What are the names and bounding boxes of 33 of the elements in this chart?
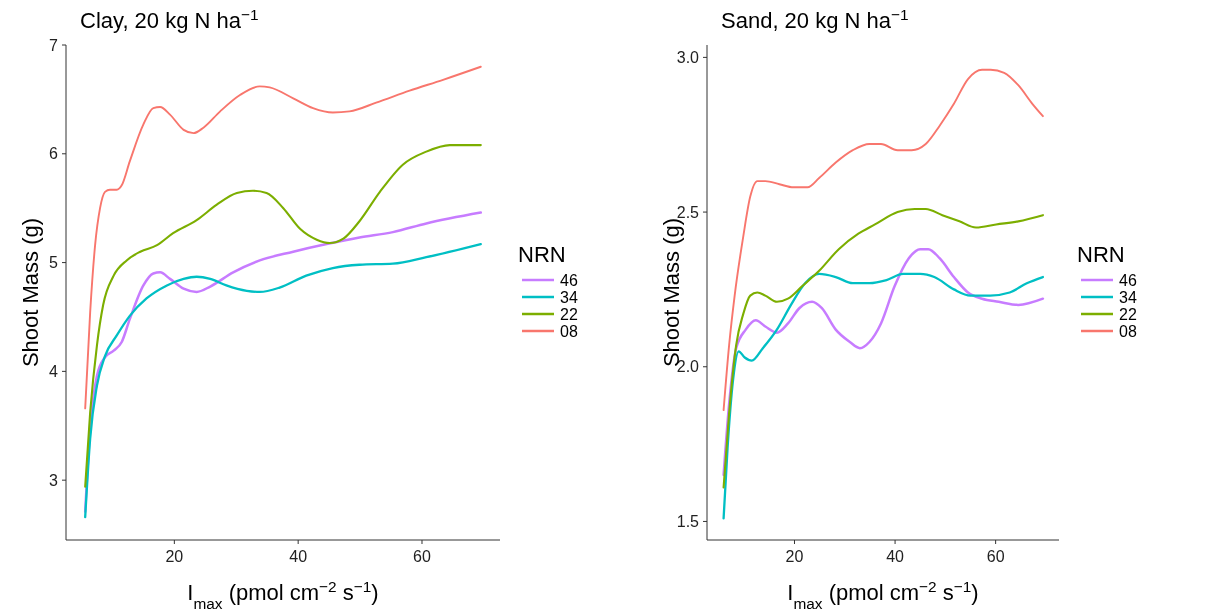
y-tick-label: 3.0 xyxy=(676,48,700,66)
y-tick-label: 5 xyxy=(49,254,59,272)
x-axis-title: I$_{max}$ (pmol cm$^{−2}$ s$^{−1}$) xyxy=(787,577,979,609)
line-series xyxy=(84,65,482,410)
legend-label: 22 xyxy=(560,305,578,323)
legend-label: 08 xyxy=(560,322,578,340)
legend-label: 46 xyxy=(1119,271,1137,289)
legend-title: NRN xyxy=(1077,242,1125,267)
y-axis-title: Shoot Mass (g) xyxy=(18,217,43,368)
legend-label: 34 xyxy=(1119,288,1137,306)
line-series xyxy=(84,144,482,488)
line-series xyxy=(722,68,1044,412)
legend-label: 46 xyxy=(560,271,578,289)
chart-title: Sand, 20 kg N ha$^{−1}$ xyxy=(721,5,909,33)
x-tick-label: 20 xyxy=(165,548,184,565)
y-tick-label: 7 xyxy=(49,36,59,54)
legend-label: 34 xyxy=(560,288,578,306)
x-tick-label: 20 xyxy=(785,548,804,565)
x-tick-label: 60 xyxy=(413,548,431,565)
legend-label: 08 xyxy=(1119,322,1137,340)
legend-title: NRN xyxy=(518,242,566,267)
y-tick-label: 6 xyxy=(49,145,59,163)
y-tick-label: 4 xyxy=(49,362,59,380)
x-axis-title: I$_{max}$ (pmol cm$^{−2}$ s$^{−1}$) xyxy=(187,577,379,609)
line-series xyxy=(722,272,1045,520)
x-tick-label: 60 xyxy=(986,548,1005,565)
y-tick-label: 3 xyxy=(49,471,59,489)
legend-label: 22 xyxy=(1119,305,1137,323)
line-series xyxy=(722,207,1044,489)
x-tick-label: 40 xyxy=(886,548,905,565)
x-tick-label: 40 xyxy=(289,548,308,565)
chart-title: Clay, 20 kg N ha$^{−1}$ xyxy=(80,5,259,33)
y-tick-label: 1.5 xyxy=(676,513,700,531)
